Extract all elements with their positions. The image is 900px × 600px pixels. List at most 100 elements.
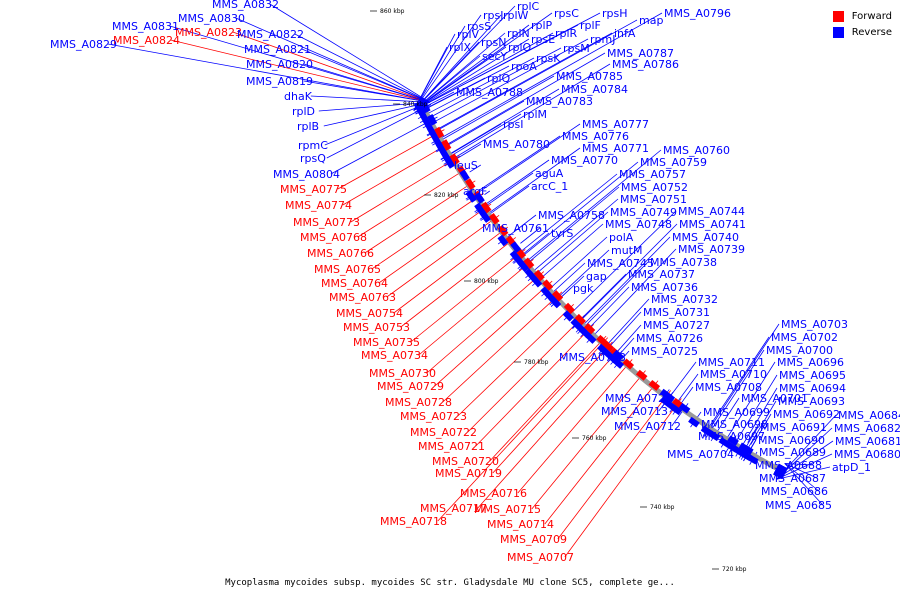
reverse-label-mms-a0796: MMS_A0796 (664, 7, 731, 20)
reverse-connector-mms-a0785 (432, 75, 555, 146)
reverse-label-mms-a0751: MMS_A0751 (620, 193, 687, 206)
reverse-label-rpsn: rpsN (481, 36, 506, 49)
reverse-block-mms-a0708 (670, 404, 683, 416)
reverse-label-mms-a0726: MMS_A0726 (636, 332, 703, 345)
legend-forward-label: Forward (851, 10, 892, 22)
reverse-label-mms-a0688: MMS_A0688 (755, 459, 822, 472)
reverse-block-mms-a0780 (444, 157, 455, 169)
reverse-connector-mms-a0686 (784, 463, 820, 492)
reverse-label-rpmc: rpmC (298, 139, 328, 152)
reverse-label-mms-a0744: MMS_A0744 (678, 205, 745, 218)
forward-label-mms-a0764: MMS_A0764 (321, 277, 388, 290)
reverse-label-mms-a0708: MMS_A0708 (695, 381, 762, 394)
reverse-label-mms-a0776: MMS_A0776 (562, 130, 629, 143)
reverse-connector-mms-a0739 (586, 248, 677, 343)
reverse-connector-rpsq (326, 104, 432, 159)
reverse-label-mms-a0749: MMS_A0749 (610, 206, 677, 219)
forward-connector-mms-a0719 (492, 341, 613, 474)
reverse-connector-mms-a0771 (479, 147, 581, 220)
reverse-label-rpln: rplN (507, 27, 530, 40)
reverse-label-mms-a0684: MMS_A0684 (838, 409, 900, 422)
reverse-block-mms-a0761 (510, 241, 522, 253)
reverse-block-mms-a0704 (727, 435, 739, 446)
forward-label-mms-a0824: MMS_A0824 (113, 34, 180, 47)
reverse-connector-mms-a0770 (474, 159, 550, 213)
forward-connector-mms-a0754 (393, 226, 509, 314)
reverse-connector-mms-a0695 (728, 374, 778, 453)
reverse-connector-rpsm (419, 47, 562, 124)
tick-label-820-kbp: 820 kbp (434, 192, 459, 199)
reverse-label-rplq: rplQ (487, 72, 511, 85)
reverse-label-mms-a0758: MMS_A0758 (538, 209, 605, 222)
reverse-connector-rplp (413, 24, 530, 111)
forward-block-mms-a0774 (441, 139, 452, 151)
reverse-connector-rplb (323, 101, 430, 127)
reverse-label-mms-a0727: MMS_A0727 (643, 319, 710, 332)
forward-label-mms-a0720: MMS_A0720 (432, 455, 499, 468)
forward-label-mms-a0723: MMS_A0723 (400, 410, 467, 423)
reverse-label-rplb: rplB (297, 120, 319, 133)
reverse-label-rpsk: rpsK (536, 52, 561, 65)
reverse-block-mms-a0748 (531, 276, 543, 288)
forward-connector-mms-a0709 (557, 390, 671, 540)
forward-block-mms-a0734 (523, 257, 535, 269)
reverse-label-mms-a0738: MMS_A0738 (650, 256, 717, 269)
reverse-connector-mms-a0749 (527, 211, 609, 282)
reverse-label-mms-a0831: MMS_A0831 (112, 20, 179, 33)
reverse-connector-mms-a0820 (303, 63, 430, 103)
reverse-label-mms-a0787: MMS_A0787 (607, 47, 674, 60)
reverse-label-mms-a0724: MMS_A0724 (605, 392, 672, 405)
reverse-connector-mms-a0748 (532, 223, 604, 287)
legend-reverse: Reverse (832, 24, 892, 40)
forward-block-mms-a0723 (563, 302, 576, 315)
reverse-label-secy: secY (482, 50, 508, 63)
forward-label-mms-a0730: MMS_A0730 (369, 367, 436, 380)
reverse-label-mms-a0739: MMS_A0739 (678, 243, 745, 256)
forward-block-mms-a0730 (533, 269, 545, 282)
reverse-block-argf (474, 192, 485, 204)
forward-block-mms-a0728 (551, 290, 564, 302)
forward-label-mms-a0774: MMS_A0774 (285, 199, 352, 212)
reverse-block-mms-a0689 (746, 454, 759, 465)
reverse-connector-mms-a0744 (563, 210, 677, 321)
forward-connector-mms-a0763 (386, 214, 500, 298)
forward-label-mms-a0734: MMS_A0734 (361, 349, 428, 362)
reverse-connector-mms-a0777 (466, 123, 581, 201)
forward-label-mms-a0714: MMS_A0714 (487, 518, 554, 531)
reverse-label-mms-a0819: MMS_A0819 (246, 75, 313, 88)
reverse-connector-mms-a0822 (294, 33, 430, 103)
reverse-block-mms-a0744 (562, 310, 574, 322)
forward-connector-mms-a0753 (400, 237, 517, 328)
reverse-label-rpss: rpsS (467, 20, 491, 33)
forward-label-mms-a0775: MMS_A0775 (280, 183, 347, 196)
forward-block-mms-a0754 (497, 224, 509, 237)
forward-block-mms-a0773 (449, 153, 460, 166)
reverse-label-gap: gap (586, 270, 607, 283)
reverse-label-mms-a0748: MMS_A0748 (605, 218, 672, 231)
tick-label-720-kbp: 720 kbp (722, 566, 747, 573)
forward-connector-mms-a0774 (342, 141, 452, 206)
reverse-label-rpmj: rpmJ (590, 33, 615, 46)
forward-block-mms-a0766 (464, 178, 476, 190)
reverse-connector-mms-a0786 (443, 63, 611, 165)
reverse-block-mms-a0737 (570, 318, 582, 330)
reverse-connector-rpss (413, 25, 466, 111)
reverse-label-mms-a0745: MMS_A0745 (587, 257, 654, 270)
forward-connector-mms-a0715 (531, 370, 646, 510)
reverse-label-mms-a0777: MMS_A0777 (582, 118, 649, 131)
reverse-connector-mms-a0680 (776, 453, 833, 480)
forward-connector-mms-a0729 (434, 280, 553, 387)
reverse-connector-mms-a0830 (235, 17, 430, 103)
reverse-label-mms-a0689: MMS_A0689 (759, 446, 826, 459)
reverse-label-pgk: pgk (573, 282, 594, 295)
forward-connector-mms-a0718 (437, 337, 609, 522)
forward-connector-mms-a0716 (517, 359, 633, 494)
reverse-connector-rpsk (417, 57, 535, 120)
reverse-connector-mms-a0784 (440, 88, 560, 160)
reverse-label-mms-a0821: MMS_A0821 (244, 43, 311, 56)
reverse-connector-mms-a0759 (513, 161, 639, 264)
reverse-label-mms-a0804: MMS_A0804 (273, 168, 340, 181)
forward-label-mms-a0765: MMS_A0765 (314, 263, 381, 276)
reverse-connector-mms-a0819 (303, 80, 430, 103)
